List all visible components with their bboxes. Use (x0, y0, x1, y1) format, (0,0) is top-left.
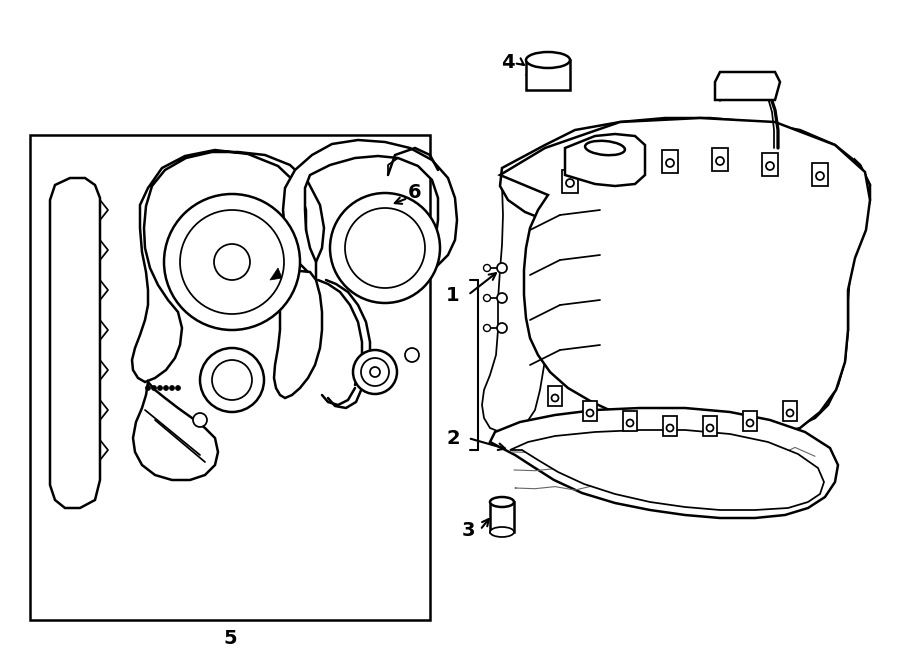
Circle shape (158, 385, 163, 391)
Polygon shape (490, 502, 514, 532)
Ellipse shape (490, 527, 514, 537)
Polygon shape (50, 178, 100, 508)
Polygon shape (548, 386, 562, 406)
Circle shape (212, 360, 252, 400)
Polygon shape (703, 416, 717, 436)
Text: 1: 1 (446, 285, 460, 305)
Circle shape (497, 293, 507, 303)
Ellipse shape (526, 52, 570, 68)
Polygon shape (583, 401, 597, 421)
Circle shape (370, 367, 380, 377)
Circle shape (566, 179, 574, 187)
Circle shape (483, 324, 490, 332)
Polygon shape (562, 170, 578, 193)
Circle shape (746, 420, 753, 426)
Polygon shape (663, 416, 677, 436)
Circle shape (164, 385, 168, 391)
Polygon shape (132, 150, 324, 382)
Polygon shape (30, 135, 430, 620)
Text: 2: 2 (446, 428, 460, 448)
Polygon shape (490, 408, 838, 518)
Circle shape (587, 410, 593, 416)
Circle shape (353, 350, 397, 394)
Text: 4: 4 (501, 52, 515, 71)
Circle shape (497, 263, 507, 273)
Polygon shape (526, 60, 570, 90)
Circle shape (200, 348, 264, 412)
Circle shape (766, 162, 774, 170)
Circle shape (330, 193, 440, 303)
Polygon shape (712, 148, 728, 171)
Circle shape (405, 348, 419, 362)
Circle shape (151, 385, 157, 391)
Circle shape (626, 420, 634, 426)
Circle shape (706, 424, 714, 432)
Circle shape (497, 323, 507, 333)
Text: 5: 5 (223, 628, 237, 647)
Ellipse shape (585, 141, 625, 155)
Circle shape (816, 172, 824, 180)
Polygon shape (715, 72, 780, 100)
Circle shape (176, 385, 181, 391)
Circle shape (164, 194, 300, 330)
Circle shape (361, 358, 389, 386)
Text: 6: 6 (409, 183, 422, 201)
Polygon shape (783, 401, 797, 421)
Polygon shape (785, 160, 870, 428)
Polygon shape (283, 140, 457, 280)
Circle shape (180, 210, 284, 314)
Polygon shape (510, 430, 824, 510)
Circle shape (483, 265, 490, 271)
Circle shape (345, 208, 425, 288)
Polygon shape (612, 157, 628, 180)
Circle shape (552, 395, 559, 401)
Polygon shape (482, 186, 550, 432)
Circle shape (666, 159, 674, 167)
Circle shape (616, 166, 624, 174)
Circle shape (169, 385, 175, 391)
Polygon shape (812, 163, 828, 186)
Polygon shape (270, 268, 322, 398)
Circle shape (146, 385, 150, 391)
Circle shape (214, 244, 250, 280)
Circle shape (193, 413, 207, 427)
Polygon shape (500, 118, 870, 438)
Polygon shape (270, 268, 282, 280)
Circle shape (483, 295, 490, 301)
Polygon shape (662, 150, 678, 173)
Polygon shape (743, 411, 757, 431)
Circle shape (787, 410, 794, 416)
Polygon shape (133, 382, 218, 480)
Ellipse shape (490, 497, 514, 507)
Polygon shape (565, 134, 645, 186)
Polygon shape (500, 118, 870, 238)
Polygon shape (762, 153, 778, 176)
Polygon shape (623, 411, 637, 431)
Circle shape (716, 157, 724, 165)
Circle shape (667, 424, 673, 432)
Text: 3: 3 (462, 520, 475, 540)
